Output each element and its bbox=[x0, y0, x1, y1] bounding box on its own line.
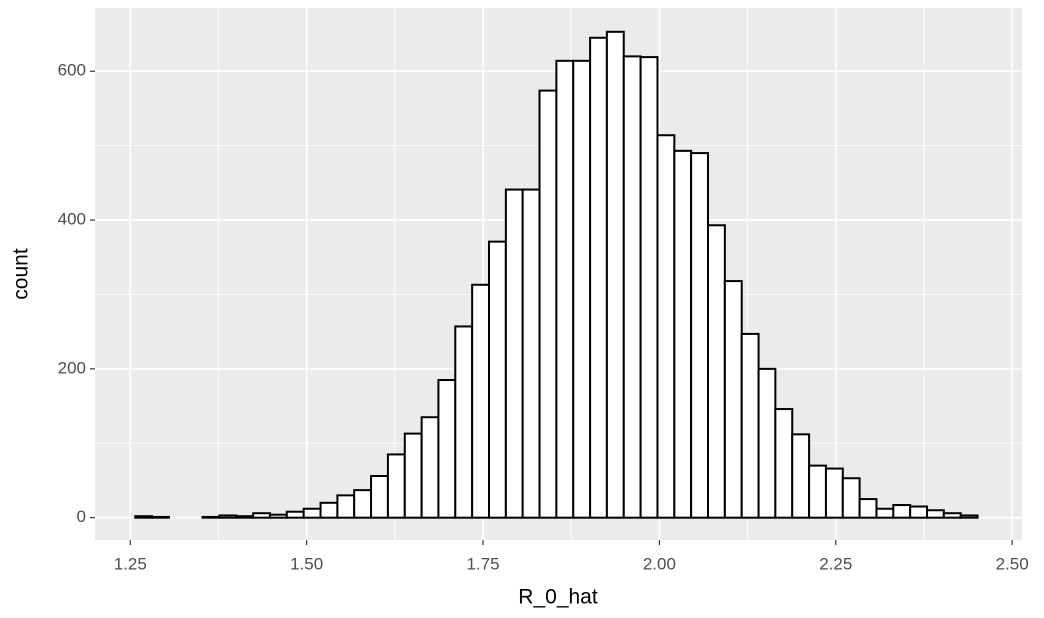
bar bbox=[589, 36, 608, 519]
bar bbox=[673, 149, 693, 519]
bar bbox=[774, 408, 794, 519]
axes: 0 200 400 600 1.25 1.50 1.75 2.00 2.25 2.50 bbox=[58, 61, 1029, 574]
x-tick-label: 1.25 bbox=[114, 554, 147, 573]
bar bbox=[437, 379, 457, 519]
y-tick-label: 0 bbox=[77, 507, 86, 526]
x-tick-label: 2.00 bbox=[643, 554, 676, 573]
bar bbox=[723, 280, 743, 519]
bar bbox=[858, 498, 878, 519]
bar bbox=[302, 507, 322, 519]
bar bbox=[959, 514, 979, 519]
bar bbox=[252, 512, 271, 519]
bar bbox=[656, 134, 676, 519]
bar bbox=[353, 489, 373, 519]
bar bbox=[555, 59, 575, 519]
bar bbox=[403, 432, 423, 519]
x-tick-label: 2.25 bbox=[819, 554, 852, 573]
y-tick-label: 200 bbox=[58, 358, 86, 377]
bar bbox=[690, 152, 709, 519]
bar bbox=[942, 512, 962, 519]
bar bbox=[605, 30, 625, 519]
bar bbox=[706, 224, 726, 519]
bar bbox=[218, 514, 238, 519]
bar bbox=[134, 515, 154, 519]
bar bbox=[319, 501, 339, 519]
bar bbox=[538, 89, 558, 519]
bar bbox=[892, 504, 912, 519]
bar bbox=[201, 515, 221, 519]
x-axis-title: R_0_hat bbox=[518, 586, 598, 609]
x-tick-label: 1.50 bbox=[290, 554, 323, 573]
y-axis-title: count bbox=[10, 248, 33, 300]
bar bbox=[420, 416, 440, 519]
y-tick-label: 600 bbox=[58, 61, 86, 80]
bar bbox=[841, 477, 861, 519]
bar bbox=[521, 188, 541, 519]
bar bbox=[336, 494, 356, 519]
bar bbox=[639, 56, 659, 519]
bar bbox=[808, 464, 827, 519]
bar bbox=[454, 325, 474, 519]
bar bbox=[926, 509, 945, 519]
bar bbox=[791, 433, 811, 519]
bar bbox=[285, 510, 305, 519]
bar bbox=[909, 505, 929, 519]
bar bbox=[572, 59, 592, 519]
bar bbox=[622, 55, 642, 519]
x-tick-label: 1.75 bbox=[466, 554, 499, 573]
bar bbox=[235, 515, 255, 519]
bar bbox=[824, 467, 844, 519]
bar bbox=[740, 332, 760, 519]
bars bbox=[134, 30, 979, 519]
bar bbox=[471, 283, 491, 519]
bar bbox=[504, 188, 524, 519]
bar bbox=[488, 240, 507, 519]
x-tick-label: 2.50 bbox=[996, 554, 1029, 573]
y-tick-label: 400 bbox=[58, 210, 86, 229]
bar bbox=[386, 453, 406, 519]
bar bbox=[370, 475, 389, 519]
bar bbox=[875, 507, 895, 519]
bar bbox=[151, 515, 170, 519]
bar bbox=[757, 367, 777, 519]
bar bbox=[268, 513, 288, 519]
